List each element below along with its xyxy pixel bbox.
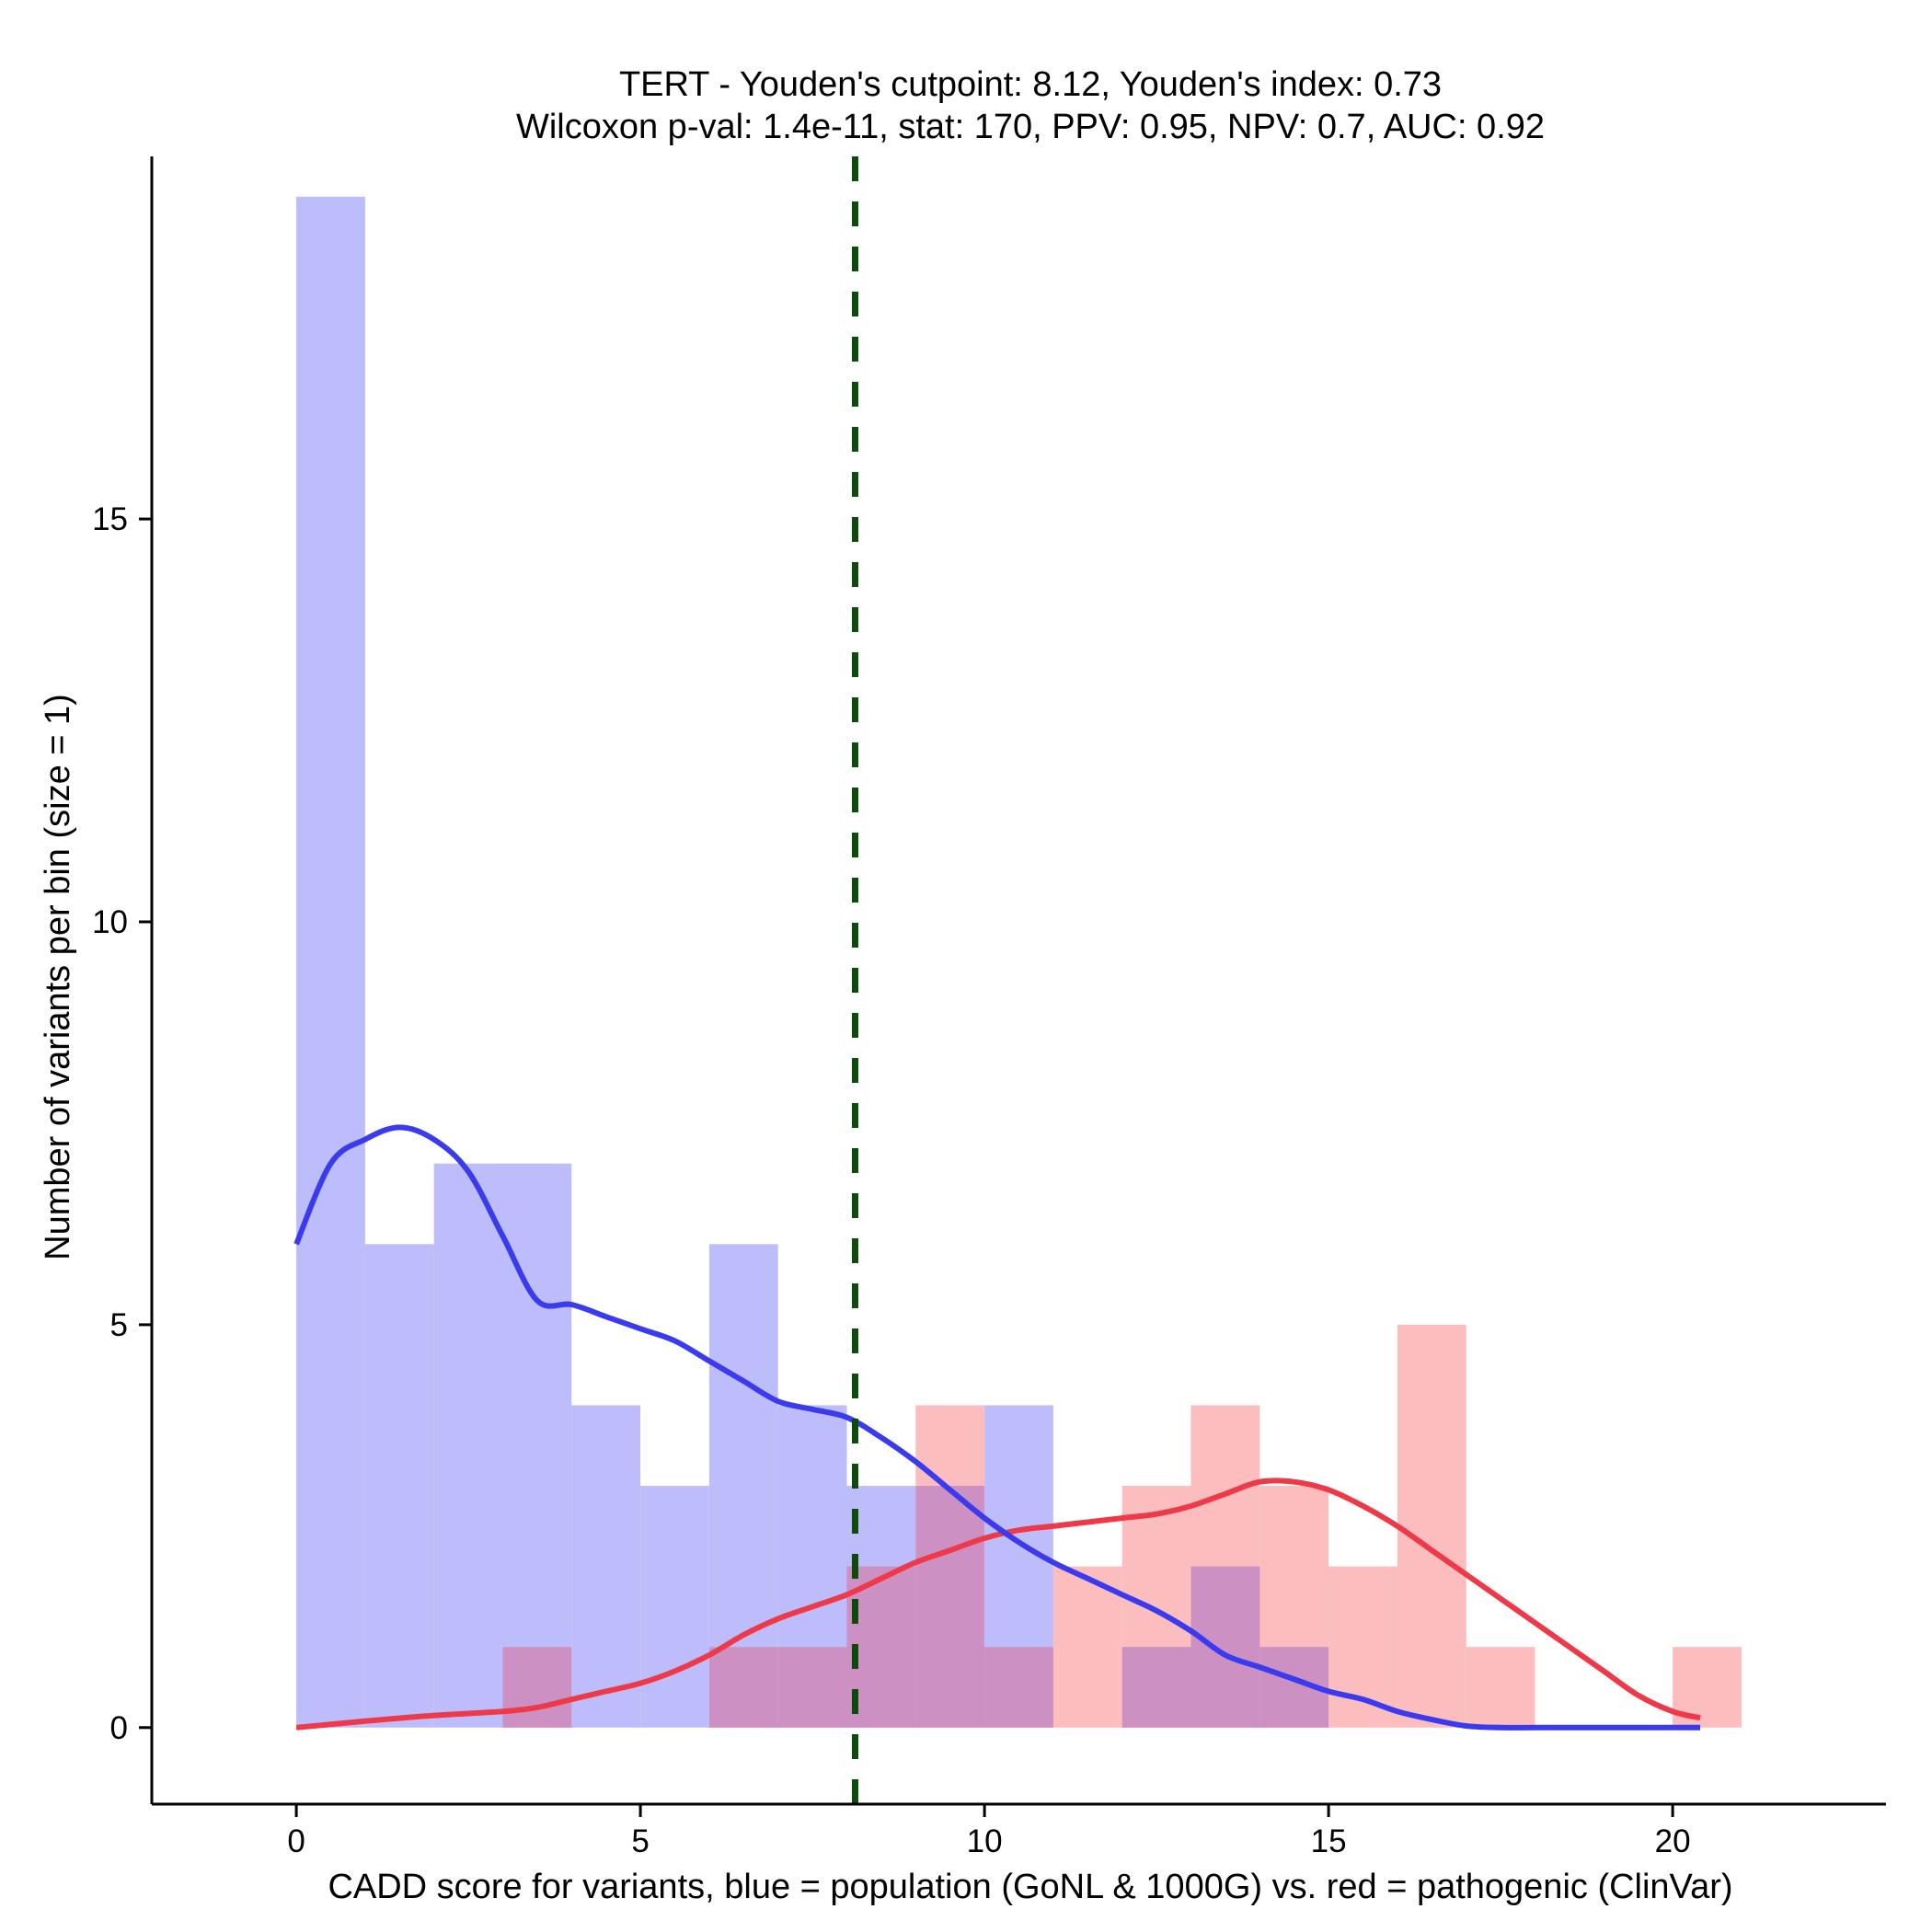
overlap-bar bbox=[1190, 1566, 1260, 1728]
x-axis-title: CADD score for variants, blue = populati… bbox=[328, 1868, 1732, 1906]
y-axis-title: Number of variants per bin (size = 1) bbox=[39, 694, 77, 1260]
overlap-bar bbox=[1121, 1647, 1191, 1728]
population-bar bbox=[433, 1163, 503, 1728]
y-tick-label: 0 bbox=[110, 1710, 128, 1746]
pathogenic-bar bbox=[1397, 1324, 1466, 1728]
population-bar bbox=[640, 1486, 709, 1728]
overlap-bar bbox=[984, 1647, 1053, 1728]
overlap-bar bbox=[502, 1647, 572, 1728]
overlap-bar bbox=[708, 1647, 778, 1728]
chart-title: TERT - Youden's cutpoint: 8.12, Youden's… bbox=[619, 65, 1442, 104]
x-tick-label: 15 bbox=[1311, 1823, 1347, 1859]
x-ticks: 0 5 10 15 20 bbox=[287, 1804, 1691, 1859]
pathogenic-bar bbox=[1466, 1647, 1535, 1728]
x-tick-label: 10 bbox=[967, 1823, 1003, 1859]
chart-subtitle: Wilcoxon p-val: 1.4e-11, stat: 170, PPV:… bbox=[516, 108, 1545, 146]
population-bar bbox=[571, 1405, 641, 1728]
y-ticks: 0 5 10 15 bbox=[92, 501, 152, 1746]
population-bar bbox=[502, 1163, 572, 1728]
pathogenic-density-line bbox=[295, 1478, 1701, 1731]
x-tick-label: 0 bbox=[287, 1823, 305, 1859]
y-tick-label: 15 bbox=[92, 501, 128, 537]
density-lines bbox=[293, 1124, 1701, 1731]
pathogenic-bar bbox=[1328, 1566, 1397, 1728]
x-tick-label: 20 bbox=[1655, 1823, 1691, 1859]
axes: 0 5 10 15 20 0 5 10 15 bbox=[92, 156, 1886, 1859]
pathogenic-bar bbox=[1052, 1566, 1122, 1728]
population-density-line bbox=[293, 1124, 1701, 1731]
overlap-bar bbox=[915, 1486, 985, 1728]
overlap-bar bbox=[777, 1647, 847, 1728]
y-tick-label: 10 bbox=[92, 904, 128, 940]
y-tick-label: 5 bbox=[110, 1307, 128, 1343]
x-tick-label: 5 bbox=[631, 1823, 649, 1859]
population-bar bbox=[364, 1244, 434, 1728]
population-bar bbox=[296, 196, 365, 1728]
